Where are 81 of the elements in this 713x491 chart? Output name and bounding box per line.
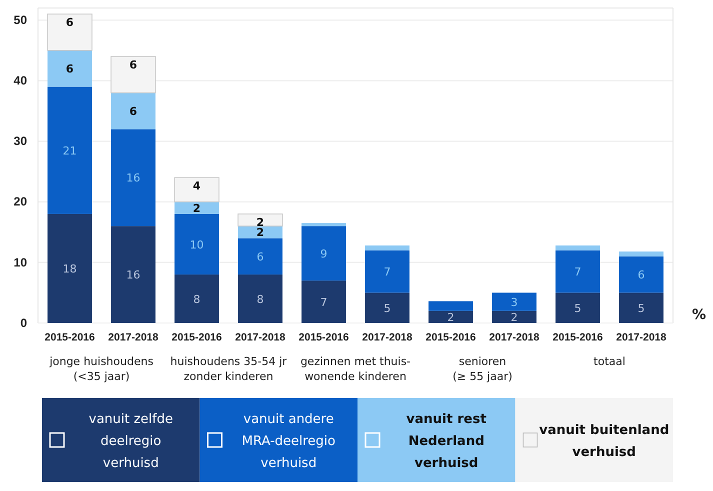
bar xyxy=(48,50,92,87)
bar xyxy=(556,250,600,293)
data-label: 21 xyxy=(62,144,77,158)
y-tick-label: 30 xyxy=(14,134,28,148)
data-label: 16 xyxy=(126,268,140,282)
y-axis-title: % xyxy=(692,307,706,323)
data-label: 2 xyxy=(256,226,264,240)
x-tick-label: 2015-2016 xyxy=(426,331,476,344)
y-tick-label: 50 xyxy=(14,12,28,27)
y-tick-label: 40 xyxy=(14,74,28,88)
data-label: 6 xyxy=(129,58,138,72)
data-label: 18 xyxy=(62,262,77,276)
data-label: 2 xyxy=(256,216,264,229)
data-label: 10 xyxy=(190,238,204,252)
bar xyxy=(492,310,536,323)
bar xyxy=(302,223,346,226)
data-label: 5 xyxy=(574,302,582,315)
bar xyxy=(238,274,282,323)
bar xyxy=(619,252,664,256)
data-label: 3 xyxy=(510,296,518,309)
bar xyxy=(238,214,283,226)
bar xyxy=(492,292,536,311)
legend-label: vanuit rest Nederland verhuisd xyxy=(406,412,486,471)
text: totaal xyxy=(594,355,626,368)
bar xyxy=(428,310,473,323)
data-label: 7 xyxy=(320,296,328,309)
text: huishoudens 35-54 jr zonder kinderen xyxy=(170,355,288,383)
bar xyxy=(238,238,282,275)
x-tick-label: 2017-2018 xyxy=(235,331,286,344)
bar xyxy=(48,86,92,214)
bar xyxy=(619,292,664,323)
x-tick-label: 2017-2018 xyxy=(489,331,540,344)
bar xyxy=(365,250,410,293)
data-label: 2 xyxy=(510,310,518,324)
data-label: 7 xyxy=(574,266,582,279)
bar xyxy=(174,274,219,323)
data-label: 5 xyxy=(638,302,645,315)
data-label: 4 xyxy=(192,180,201,193)
data-label: 8 xyxy=(193,292,200,306)
x-tick-label: 2017-2018 xyxy=(616,331,667,344)
x-tick-label: 2017-2018 xyxy=(362,331,413,344)
data-label: 7 xyxy=(384,266,391,279)
bar xyxy=(174,202,219,214)
legend-label: vanuit andere MRA-deelregio verhuisd xyxy=(242,412,336,471)
bar xyxy=(302,226,346,281)
bar xyxy=(302,280,346,323)
legend-label: vanuit buitenland verhuisd xyxy=(539,423,670,460)
text: jonge huishoudens (<35 jaar) xyxy=(48,355,154,383)
text: gezinnen met thuis- wonende kinderen xyxy=(300,355,411,383)
y-tick-label: 10 xyxy=(14,255,28,270)
bar xyxy=(556,292,600,323)
text: senioren (≥ 55 jaar) xyxy=(452,355,512,383)
x-tick-label: 2017-2018 xyxy=(108,331,159,344)
bar xyxy=(111,226,156,323)
data-label: 6 xyxy=(256,250,264,264)
data-label: 16 xyxy=(126,172,140,185)
bar xyxy=(111,129,156,226)
x-tick-label: 2015-2016 xyxy=(44,331,96,344)
bar xyxy=(428,301,473,311)
data-label: 6 xyxy=(129,104,138,118)
bar xyxy=(365,292,410,323)
data-label: 6 xyxy=(66,16,74,30)
data-label: 2 xyxy=(192,202,201,215)
x-tick-label: 2015-2016 xyxy=(298,331,350,344)
bar xyxy=(365,245,410,250)
x-tick-label: 2015-2016 xyxy=(172,331,222,344)
legend-label: vanuit zelfde deelregio verhuisd xyxy=(88,412,173,471)
y-tick-label: 0 xyxy=(20,316,28,330)
bar xyxy=(48,214,92,323)
bar xyxy=(619,256,664,293)
bar xyxy=(174,214,219,275)
data-label: 6 xyxy=(66,62,74,76)
bar xyxy=(556,245,600,250)
data-label: 8 xyxy=(256,292,264,306)
data-label: 9 xyxy=(320,247,328,260)
bar xyxy=(111,92,156,130)
data-label: 2 xyxy=(447,310,454,324)
data-label: 5 xyxy=(384,302,391,315)
x-tick-label: 2015-2016 xyxy=(552,331,604,344)
y-tick-label: 20 xyxy=(14,194,28,209)
data-label: 6 xyxy=(638,268,645,282)
